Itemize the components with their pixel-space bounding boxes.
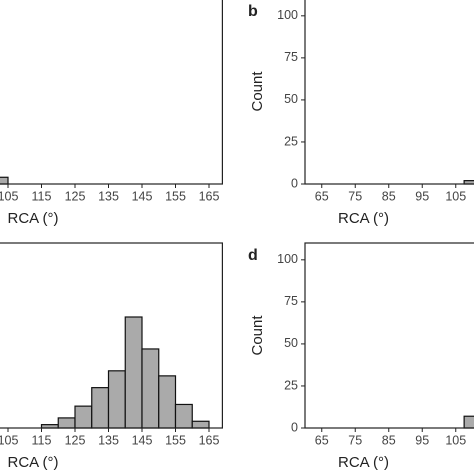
y-axis-label: Count [249,315,266,356]
x-tick-label: 125 [65,189,86,203]
x-axis-label: RCA (°) [8,454,59,471]
panel: 65 75 85 95 105 0 25 50 75 100 RCA (°) Count b [248,0,474,227]
x-tick-label: 75 [348,433,362,447]
bar [141,348,160,429]
bar [124,316,143,429]
x-tick-label: 105 [445,433,466,447]
panel: 105 115 125 135 145 155 165 RCA (°) [0,0,223,227]
y-tick-label: 0 [291,420,298,434]
panel-letter: d [248,247,258,264]
x-tick-label: 115 [32,189,52,203]
x-axis-label: RCA (°) [8,210,59,227]
y-tick-label: 75 [284,50,298,64]
bar [191,420,210,429]
x-tick-label: 135 [98,189,119,203]
x-tick-label: 105 [445,189,466,203]
x-tick-label: 125 [65,433,86,447]
plot-frame [304,242,474,429]
panel-letter: b [248,3,258,20]
y-tick-label: 100 [277,252,298,266]
bar [0,176,9,185]
x-tick-label: 165 [199,433,220,447]
plot-frame [0,242,223,429]
x-tick-label: 105 [0,189,18,203]
y-tick-label: 100 [277,8,298,22]
x-tick-label: 165 [199,189,220,203]
x-tick-label: 85 [382,433,396,447]
x-tick-label: 105 [0,433,18,447]
panel: 65 75 85 95 105 0 25 50 75 100 RCA (°) Count d [248,242,474,471]
x-tick-label: 155 [165,433,186,447]
y-tick-label: 25 [284,134,298,148]
y-tick-label: 0 [291,176,298,190]
bar [463,415,474,429]
x-tick-label: 65 [315,189,329,203]
x-tick-label: 145 [132,189,153,203]
x-tick-label: 135 [98,433,119,447]
y-axis-label: Count [249,71,266,112]
x-tick-label: 145 [132,433,153,447]
x-axis-label: RCA (°) [338,454,389,471]
y-tick-label: 75 [284,294,298,308]
bar [91,387,110,429]
x-axis-label: RCA (°) [338,210,389,227]
x-tick-label: 85 [382,189,396,203]
bar [57,417,76,429]
panel: 105 115 125 135 145 155 165 RCA (°) [0,242,223,471]
x-tick-label: 75 [348,189,362,203]
x-tick-label: 95 [415,433,429,447]
y-tick-label: 25 [284,378,298,392]
x-tick-label: 155 [165,189,186,203]
bar [74,405,93,429]
bar [107,370,126,429]
bar [174,403,193,429]
plot-frame [0,0,223,185]
x-tick-label: 95 [415,189,429,203]
x-tick-label: 65 [315,433,329,447]
x-tick-label: 115 [32,433,52,447]
plot-frame [304,0,474,185]
bar [158,375,177,429]
y-tick-label: 50 [284,336,298,350]
y-tick-label: 50 [284,92,298,106]
